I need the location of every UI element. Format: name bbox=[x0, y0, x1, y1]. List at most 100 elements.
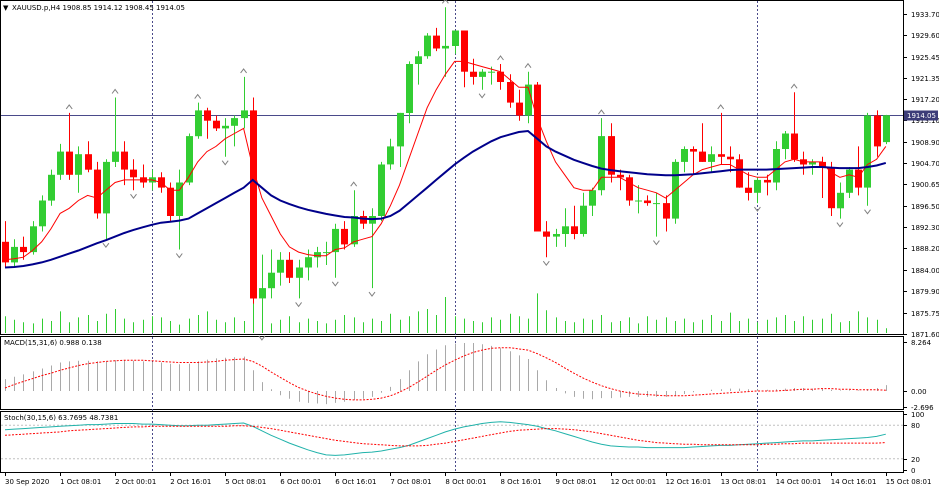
main-title-arrow-icon[interactable]: ▼ bbox=[3, 4, 9, 12]
candles bbox=[2, 7, 890, 332]
stochastic-title: Stoch(30,15,6) 63.7695 48.7381 bbox=[4, 414, 118, 422]
bullish-candle bbox=[387, 138, 394, 170]
bearish-candle bbox=[507, 74, 514, 108]
bearish-candle bbox=[121, 141, 128, 186]
candle-body bbox=[819, 161, 826, 168]
bullish-candle bbox=[424, 33, 431, 59]
time-tick-label: 2 Oct 00:01 bbox=[115, 478, 156, 486]
fractal-down-arrow-icon bbox=[754, 206, 761, 212]
candle-body bbox=[277, 259, 284, 273]
bullish-candle bbox=[589, 187, 596, 216]
fractal-up-arrow-icon bbox=[524, 62, 532, 68]
candle-body bbox=[828, 167, 835, 209]
fractal-up-arrow-icon bbox=[497, 55, 504, 61]
candle-body bbox=[442, 45, 449, 49]
main-title: XAUUSD.p,H4 1908.85 1914.12 1908.45 1914… bbox=[12, 4, 185, 12]
candle-body bbox=[598, 136, 605, 191]
candle-body bbox=[764, 179, 771, 183]
fractal-down-arrow-icon bbox=[478, 93, 486, 99]
time-tick-label: 12 Oct 00:01 bbox=[611, 478, 657, 486]
macd-title: MACD(15,31,6) 0.988 0.138 bbox=[4, 339, 102, 347]
candle-body bbox=[452, 30, 459, 46]
price-tick-label: 1913.10 bbox=[911, 117, 939, 125]
price-tick-label: 1929.60 bbox=[911, 32, 939, 40]
bullish-candle bbox=[103, 159, 110, 240]
candle-body bbox=[360, 216, 367, 224]
candle-body bbox=[397, 112, 404, 147]
stochastic-plot bbox=[1, 421, 903, 460]
bearish-candle bbox=[718, 112, 725, 165]
time-tick-label: 9 Oct 08:01 bbox=[556, 478, 597, 486]
fractal-down-arrow-icon bbox=[175, 253, 183, 259]
fractal-arrows bbox=[65, 0, 871, 341]
candle-body bbox=[85, 154, 92, 170]
candle-body bbox=[497, 71, 504, 82]
stochastic-tick-label: 100 bbox=[911, 411, 924, 419]
candle-body bbox=[250, 110, 257, 299]
candle-body bbox=[341, 228, 348, 245]
bullish-candle bbox=[782, 131, 789, 160]
stochastic-main-line bbox=[4, 421, 886, 456]
fractal-down-arrow-icon bbox=[295, 302, 302, 308]
fractal-down-arrow-icon bbox=[258, 335, 266, 341]
time-tick-label: 6 Oct 16:01 bbox=[335, 478, 376, 486]
candle-body bbox=[130, 169, 137, 178]
fractal-down-arrow-icon bbox=[102, 242, 110, 249]
bullish-candle bbox=[653, 192, 660, 237]
candle-body bbox=[433, 35, 440, 49]
candle-body bbox=[507, 82, 514, 103]
bullish-candle bbox=[369, 208, 376, 289]
time-tick-label: 12 Oct 16:01 bbox=[666, 478, 712, 486]
bearish-candle bbox=[20, 236, 27, 260]
bearish-candle bbox=[2, 221, 9, 268]
candle-body bbox=[488, 71, 495, 73]
bullish-candle bbox=[259, 254, 266, 332]
time-tick-label: 7 Oct 08:01 bbox=[390, 478, 431, 486]
candle-body bbox=[773, 149, 780, 183]
candle-body bbox=[708, 154, 715, 162]
bullish-candle bbox=[406, 61, 413, 124]
candle-body bbox=[644, 200, 651, 204]
candle-body bbox=[543, 231, 550, 237]
bullish-candle bbox=[39, 195, 46, 232]
candle-body bbox=[112, 151, 119, 162]
candle-body bbox=[608, 136, 615, 175]
bullish-candle bbox=[598, 118, 605, 196]
fractal-up-arrow-icon bbox=[350, 181, 358, 187]
candle-body bbox=[204, 110, 211, 121]
candle-body bbox=[846, 169, 853, 193]
candle-body bbox=[525, 84, 532, 116]
bullish-candle bbox=[837, 182, 844, 219]
bullish-candle bbox=[112, 97, 119, 167]
candle-body bbox=[589, 190, 596, 206]
candle-body bbox=[176, 182, 183, 216]
bearish-candle bbox=[85, 141, 92, 173]
stochastic-signal-line bbox=[4, 425, 886, 447]
bullish-candle bbox=[681, 146, 688, 173]
candle-body bbox=[186, 136, 193, 183]
fast-moving-average-line bbox=[4, 60, 887, 261]
candle-body bbox=[57, 151, 64, 175]
time-tick-label: 30 Sep 2020 bbox=[5, 478, 49, 486]
bearish-candle bbox=[571, 205, 578, 240]
candle-body bbox=[378, 164, 385, 216]
candle-body bbox=[75, 154, 82, 175]
bearish-candle bbox=[791, 92, 798, 162]
candle-body bbox=[167, 187, 174, 216]
bullish-candle bbox=[562, 208, 569, 247]
price-tick-label: 1917.20 bbox=[911, 96, 939, 104]
bearish-candle bbox=[130, 159, 137, 191]
candle-body bbox=[745, 187, 752, 193]
candle-body bbox=[461, 30, 468, 72]
candle-body bbox=[30, 226, 37, 253]
price-tick-label: 1933.70 bbox=[911, 11, 939, 19]
bearish-candle bbox=[66, 112, 73, 180]
candle-body bbox=[406, 64, 413, 113]
candle-body bbox=[39, 200, 46, 227]
candle-body bbox=[864, 115, 871, 188]
bearish-candle bbox=[167, 182, 174, 222]
time-tick-label: 2 Oct 16:01 bbox=[170, 478, 211, 486]
bullish-candle bbox=[323, 241, 330, 265]
